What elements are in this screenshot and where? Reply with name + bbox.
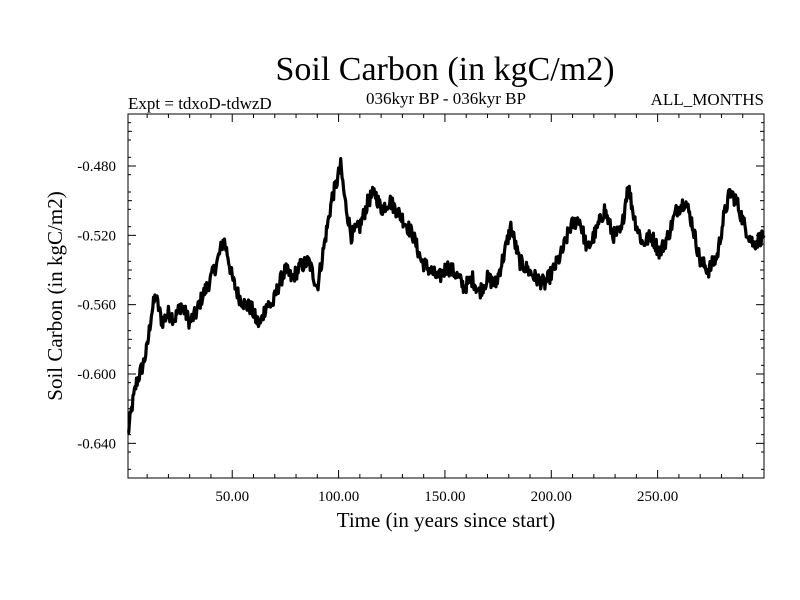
plot-frame — [127, 113, 765, 479]
x-tick-label: 250.00 — [637, 489, 678, 505]
y-tick-label: -0.480 — [77, 159, 116, 175]
y-axis: -0.480 -0.520 -0.560 -0.600 -0.640 — [77, 122, 764, 479]
x-axis: 50.00 100.00 150.00 200.00 250.00 — [146, 114, 744, 505]
x-axis-title: Time (in years since start) — [337, 508, 556, 532]
y-tick-label: -0.600 — [77, 367, 116, 383]
x-tick-label: 50.00 — [215, 489, 249, 505]
y-tick-label: -0.640 — [77, 436, 116, 452]
y-tick-label: -0.560 — [77, 298, 116, 314]
y-tick-label: -0.520 — [77, 228, 116, 244]
experiment-label: Expt = tdxoD-tdwzD — [128, 94, 272, 113]
x-tick-label: 150.00 — [424, 489, 465, 505]
y-axis-title: Soil Carbon (in kgC/m2) — [43, 191, 67, 400]
series-line — [127, 157, 766, 435]
months-label: ALL_MONTHS — [651, 90, 764, 109]
x-tick-label: 100.00 — [318, 489, 359, 505]
x-tick-label: 200.00 — [531, 489, 572, 505]
period-label: 036kyr BP - 036kyr BP — [366, 89, 526, 108]
chart-title: Soil Carbon (in kgC/m2) — [275, 51, 614, 88]
